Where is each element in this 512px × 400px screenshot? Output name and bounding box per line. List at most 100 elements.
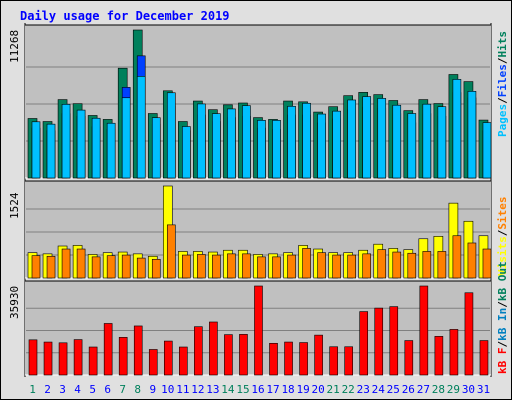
x-tick-label: 5 xyxy=(89,383,96,396)
kbytes-bar xyxy=(419,285,429,376)
pages-bar xyxy=(136,76,146,179)
sites-bar xyxy=(272,256,281,279)
x-tick-label: 28 xyxy=(432,383,445,396)
kbytes-bar xyxy=(103,323,113,376)
kbytes-bar xyxy=(133,325,143,376)
x-tick-label: 24 xyxy=(372,383,386,396)
legend-separator: / xyxy=(496,97,509,104)
pages-bar xyxy=(332,110,341,179)
kbytes-bar xyxy=(314,334,323,376)
panel-kbytes: 35930 xyxy=(8,280,491,376)
x-tick-label: 20 xyxy=(312,383,325,396)
pages-bar xyxy=(422,103,432,179)
pages-bar xyxy=(46,123,56,179)
kbytes-bar xyxy=(148,349,158,376)
sites-bar xyxy=(91,256,101,279)
legend-entry: kB Out xyxy=(496,261,509,301)
pages-bar xyxy=(91,117,101,179)
pages-bar xyxy=(437,106,447,179)
pages-bar xyxy=(61,104,71,179)
sites-bar xyxy=(121,254,131,279)
x-tick-label: 23 xyxy=(357,383,370,396)
x-tick-label: 22 xyxy=(342,383,355,396)
sites-bar xyxy=(136,257,146,279)
legend-entry: Hits xyxy=(496,31,509,58)
x-tick-label: 17 xyxy=(266,383,279,396)
kbytes-bar xyxy=(209,321,218,376)
x-tick-label: 26 xyxy=(402,383,415,396)
sites-bar xyxy=(332,254,341,279)
kbytes-bar xyxy=(464,292,474,376)
sites-bar xyxy=(166,224,176,279)
kbytes-bar xyxy=(434,336,444,376)
y-max-label: 1524 xyxy=(8,192,21,219)
sites-bar xyxy=(467,242,477,279)
pages-bar xyxy=(212,113,221,179)
pages-bar xyxy=(392,104,402,179)
x-tick-label: 19 xyxy=(296,383,309,396)
x-tick-label: 31 xyxy=(477,383,490,396)
kbytes-bar xyxy=(179,346,188,376)
x-tick-label: 11 xyxy=(176,383,189,396)
sites-bar xyxy=(392,251,402,279)
legend-entry: Files xyxy=(496,64,509,97)
kbytes-bar xyxy=(254,285,263,376)
pages-bar xyxy=(452,79,462,179)
x-tick-label: 25 xyxy=(387,383,400,396)
x-tick-label: 12 xyxy=(191,383,204,396)
sites-bar xyxy=(437,251,447,279)
sites-bar xyxy=(212,254,221,279)
kbytes-bar xyxy=(359,311,369,376)
kbytes-bar xyxy=(163,340,173,376)
x-tick-label: 2 xyxy=(44,383,51,396)
x-tick-label: 7 xyxy=(119,383,126,396)
sites-bar xyxy=(182,254,191,279)
pages-bar xyxy=(302,102,311,179)
pages-bar xyxy=(467,91,477,179)
sites-bar xyxy=(407,252,417,279)
x-tick-label: 18 xyxy=(281,383,294,396)
pages-bar xyxy=(287,105,296,179)
sites-bar xyxy=(317,252,326,279)
sites-bar xyxy=(452,235,462,279)
kbytes-bar xyxy=(239,334,248,376)
pages-bar xyxy=(317,113,326,179)
kbytes-bar xyxy=(224,334,233,376)
x-tick-label: 14 xyxy=(221,383,235,396)
x-tick-label: 27 xyxy=(417,383,430,396)
kbytes-bar xyxy=(88,346,98,376)
x-tick-label: 9 xyxy=(149,383,156,396)
legend-separator: / xyxy=(496,57,509,64)
pages-bar xyxy=(197,103,206,179)
sites-bar xyxy=(377,249,387,279)
sites-bar xyxy=(257,256,266,279)
sites-bar xyxy=(347,254,356,279)
legend-entry: Visits xyxy=(496,236,509,276)
sites-bar xyxy=(197,254,206,279)
pages-bar xyxy=(347,99,356,179)
sites-bar xyxy=(31,255,41,279)
sites-bar xyxy=(227,253,236,279)
x-tick-label: 1 xyxy=(29,383,36,396)
pages-bar xyxy=(272,120,281,179)
kbytes-bar xyxy=(194,326,203,376)
sites-bar xyxy=(362,253,372,279)
kbytes-bar xyxy=(43,341,53,376)
sites-bar xyxy=(76,248,86,279)
pages-bar xyxy=(257,120,266,179)
kbytes-bar xyxy=(73,339,83,376)
legend-separator: / xyxy=(496,301,509,308)
x-tick-label: 3 xyxy=(59,383,66,396)
kbytes-bar xyxy=(449,329,459,376)
legend-hits-files-pages: Pages/Files/Hits xyxy=(496,31,509,137)
legend-separator: / xyxy=(496,341,509,348)
x-tick-label: 29 xyxy=(447,383,460,396)
sites-bar xyxy=(106,255,116,279)
pages-bar xyxy=(106,122,116,179)
legend-entry: kB F xyxy=(496,348,509,375)
x-tick-label: 6 xyxy=(104,383,111,396)
pages-bar xyxy=(482,122,492,179)
kbytes-bar xyxy=(58,342,68,376)
pages-bar xyxy=(151,117,161,179)
